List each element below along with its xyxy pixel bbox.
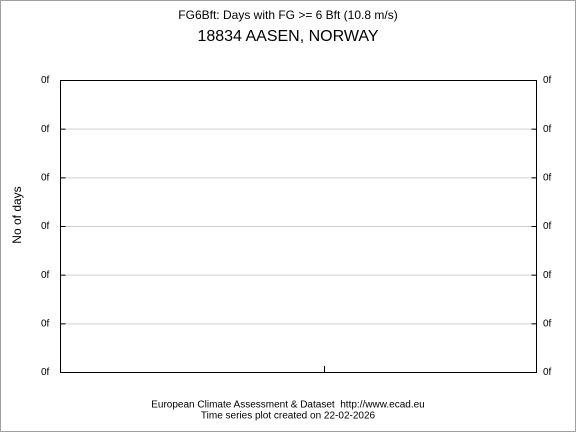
created-note: Time series plot created on 22-02-2026 xyxy=(201,411,376,422)
chart-subtitle: 18834 AASEN, NORWAY xyxy=(197,28,378,45)
y-tick-label: 0f xyxy=(41,318,50,329)
y-tick-label-right: 0f xyxy=(543,318,552,329)
y-tick-label-right: 0f xyxy=(543,124,552,135)
y-tick-label-right: 0f xyxy=(543,221,552,232)
y-tick-label-right: 0f xyxy=(543,172,552,183)
y-tick-label: 0f xyxy=(41,172,50,183)
y-tick-label: 0f xyxy=(41,367,50,378)
chart-title: FG6Bft: Days with FG >= 6 Bft (10.8 m/s) xyxy=(178,8,397,22)
y-axis-label: No of days xyxy=(10,186,24,243)
y-tick-label: 0f xyxy=(41,75,50,86)
y-tick-label-right: 0f xyxy=(543,75,552,86)
y-tick-label-right: 0f xyxy=(543,270,552,281)
y-tick-label: 0f xyxy=(41,124,50,135)
source-note: European Climate Assessment & Dataset ht… xyxy=(151,400,424,411)
y-tick-label: 0f xyxy=(41,270,50,281)
y-tick-label: 0f xyxy=(41,221,50,232)
y-tick-label-right: 0f xyxy=(543,367,552,378)
